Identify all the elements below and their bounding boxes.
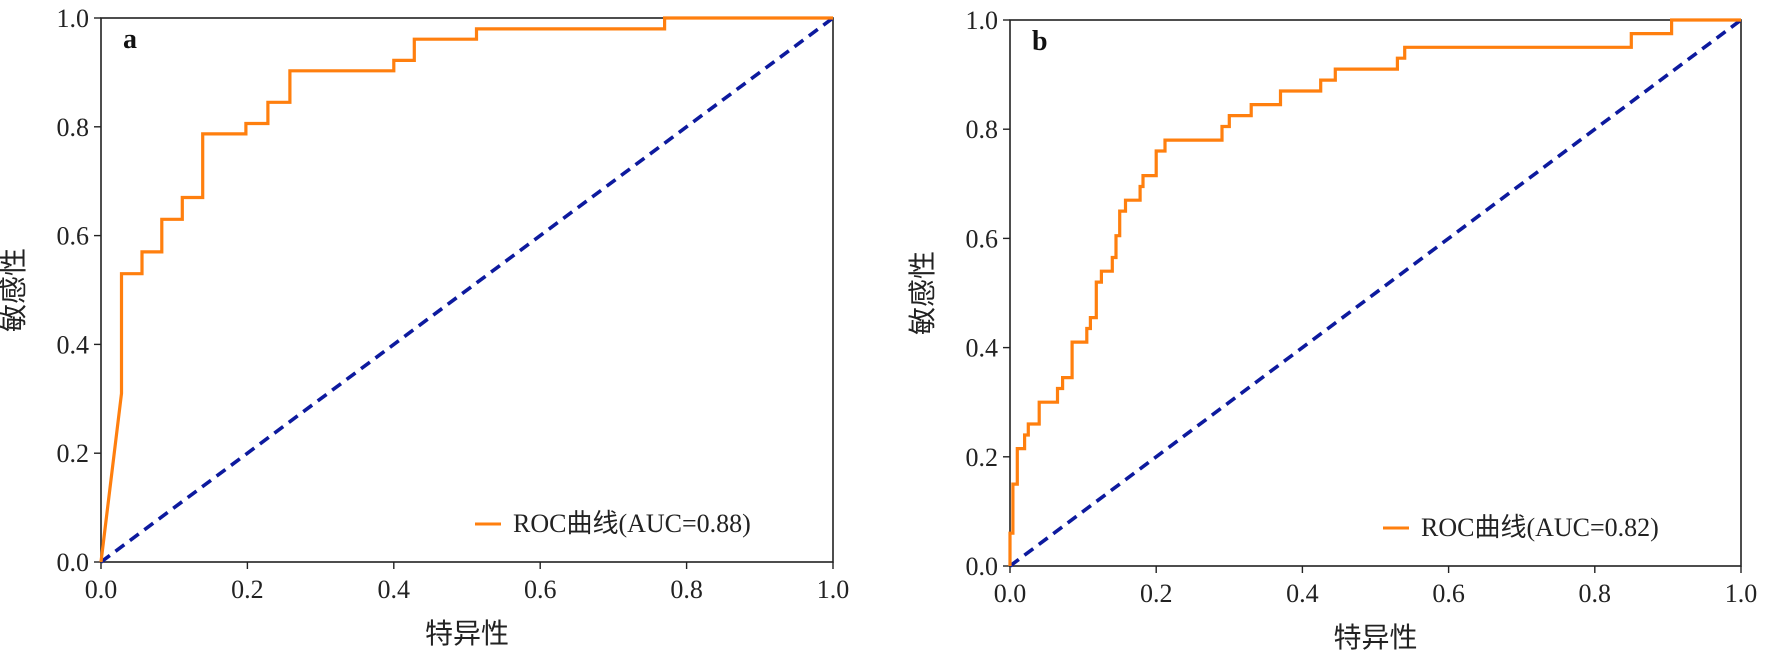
x-tick-label: 0.8	[1579, 579, 1612, 608]
x-tick-label: 0.6	[1432, 579, 1465, 608]
roc-curve-line	[99, 16, 833, 563]
y-axis-title: 敏感性	[906, 251, 939, 335]
x-tick-label: 0.4	[378, 575, 411, 604]
panel-label: b	[1032, 26, 1048, 57]
y-tick-label: 0.4	[57, 330, 90, 359]
y-tick-label: 0.0	[57, 548, 90, 577]
x-tick-label: 1.0	[1725, 579, 1758, 608]
legend-label: ROC曲线(AUC=0.82)	[1421, 513, 1659, 542]
x-tick-label: 0.2	[1140, 579, 1173, 608]
x-tick-label: 1.0	[817, 575, 850, 604]
x-tick-label: 0.0	[994, 579, 1027, 608]
y-tick-label: 0.6	[57, 222, 90, 251]
x-axis-title: 特异性	[1333, 621, 1417, 653]
roc-panel-a: 0.0 0.2 0.4 0.6 0.8 1.0 0.0 0.2 0.4 0.6 0.8 1.0 特异性 敏…	[0, 4, 849, 650]
x-tick-label: 0.0	[85, 575, 118, 604]
y-tick-label: 0.6	[966, 224, 999, 253]
y-tick-label: 0.8	[966, 115, 999, 144]
x-axis-title: 特异性	[425, 617, 509, 650]
y-tick-label: 0.2	[966, 443, 999, 472]
roc-curve-line	[1008, 18, 1741, 566]
y-tick-label: 0.8	[57, 113, 90, 142]
y-tick-label: 1.0	[57, 4, 90, 33]
panel-label: a	[123, 24, 137, 55]
y-tick-label: 0.0	[966, 552, 999, 581]
roc-panel-b: 0.0 0.2 0.4 0.6 0.8 1.0 0.0 0.2 0.4 0.6 0.8 1.0 特异性 敏…	[906, 6, 1757, 653]
legend-label: ROC曲线(AUC=0.88)	[513, 509, 751, 538]
x-tick-label: 0.4	[1286, 579, 1319, 608]
reference-diagonal-line	[1008, 18, 1743, 568]
y-tick-label: 1.0	[966, 6, 999, 35]
x-tick-label: 0.2	[231, 575, 264, 604]
x-tick-label: 0.6	[524, 575, 557, 604]
y-axis-title: 敏感性	[0, 248, 30, 332]
x-tick-label: 0.8	[670, 575, 703, 604]
y-tick-label: 0.2	[57, 439, 90, 468]
y-tick-label: 0.4	[966, 334, 999, 363]
reference-diagonal-line	[99, 16, 835, 564]
